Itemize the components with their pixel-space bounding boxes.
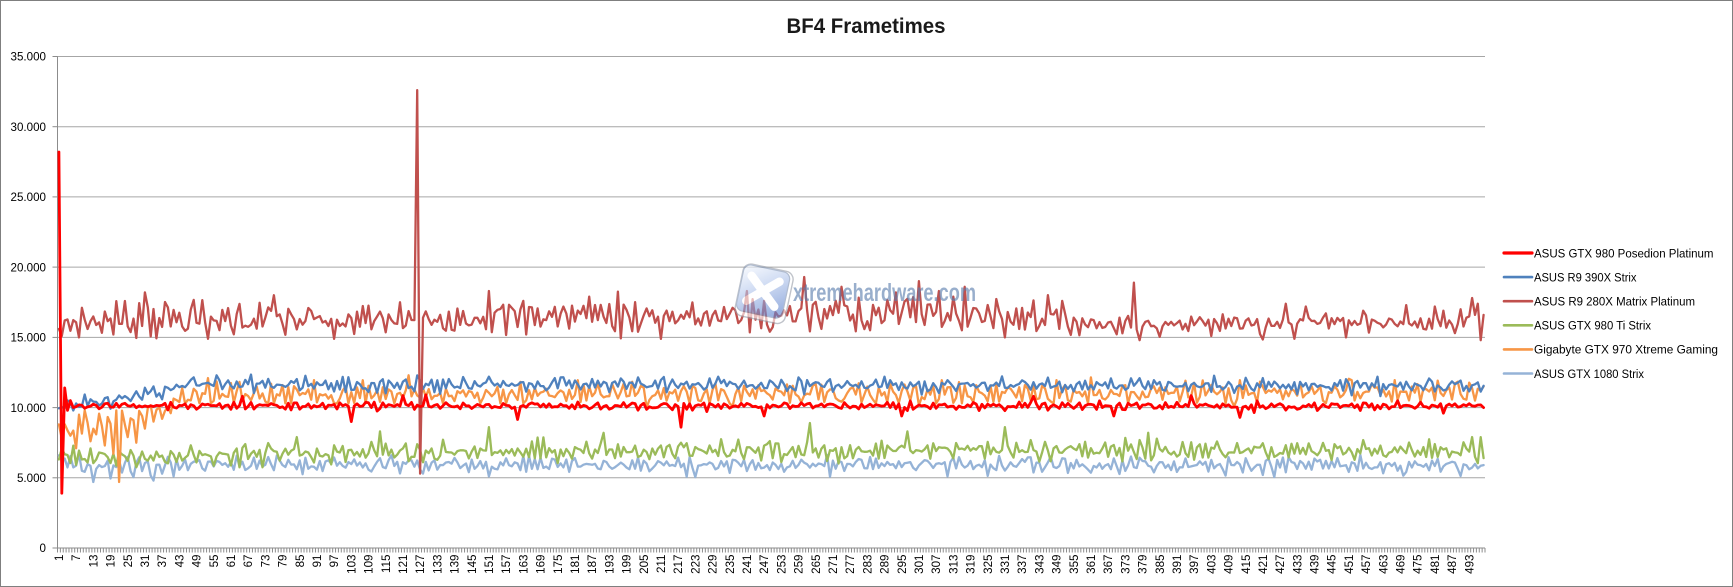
svg-text:469: 469 xyxy=(1395,555,1408,574)
svg-text:43: 43 xyxy=(173,555,186,568)
svg-text:Gigabyte GTX 970 Xtreme Gaming: Gigabyte GTX 970 Xtreme Gaming xyxy=(1534,343,1718,357)
svg-text:343: 343 xyxy=(1033,555,1046,574)
svg-text:10.000: 10.000 xyxy=(11,402,46,415)
svg-text:BF4 Frametimes: BF4 Frametimes xyxy=(787,14,946,38)
svg-text:439: 439 xyxy=(1309,555,1322,574)
svg-text:35.000: 35.000 xyxy=(11,51,46,64)
svg-text:361: 361 xyxy=(1085,555,1098,574)
svg-text:181: 181 xyxy=(569,555,582,574)
svg-text:451: 451 xyxy=(1343,555,1356,574)
svg-text:385: 385 xyxy=(1154,555,1167,574)
svg-text:85: 85 xyxy=(294,555,307,568)
svg-text:1: 1 xyxy=(53,555,66,561)
svg-text:409: 409 xyxy=(1223,555,1236,574)
svg-text:247: 247 xyxy=(758,555,771,574)
svg-text:271: 271 xyxy=(827,555,840,574)
svg-text:235: 235 xyxy=(724,555,737,574)
svg-text:xtremehardware.com: xtremehardware.com xyxy=(793,279,976,307)
svg-text:397: 397 xyxy=(1188,555,1201,574)
svg-text:157: 157 xyxy=(500,555,513,574)
svg-text:103: 103 xyxy=(345,555,358,574)
svg-text:133: 133 xyxy=(431,555,444,574)
svg-text:457: 457 xyxy=(1360,555,1373,574)
svg-text:67: 67 xyxy=(242,555,255,568)
svg-text:25.000: 25.000 xyxy=(11,191,46,204)
svg-text:421: 421 xyxy=(1257,555,1270,574)
svg-text:163: 163 xyxy=(517,555,530,574)
svg-text:ASUS R9 390X Strix: ASUS R9 390X Strix xyxy=(1534,270,1637,284)
svg-text:ASUS R9 280X Matrix Platinum: ASUS R9 280X Matrix Platinum xyxy=(1534,295,1695,309)
svg-text:445: 445 xyxy=(1326,555,1339,574)
svg-text:97: 97 xyxy=(328,555,341,568)
svg-text:20.000: 20.000 xyxy=(11,261,46,274)
svg-text:19: 19 xyxy=(105,555,118,568)
svg-text:319: 319 xyxy=(965,555,978,574)
svg-text:277: 277 xyxy=(844,555,857,574)
svg-text:211: 211 xyxy=(655,555,668,573)
svg-text:313: 313 xyxy=(947,555,960,574)
svg-text:301: 301 xyxy=(913,555,926,574)
svg-text:349: 349 xyxy=(1051,555,1064,574)
svg-text:109: 109 xyxy=(363,555,376,574)
svg-text:217: 217 xyxy=(672,555,685,574)
svg-text:307: 307 xyxy=(930,555,943,574)
svg-text:169: 169 xyxy=(535,555,548,574)
svg-text:355: 355 xyxy=(1068,555,1081,574)
svg-text:151: 151 xyxy=(483,555,496,574)
svg-text:415: 415 xyxy=(1240,555,1253,574)
svg-text:289: 289 xyxy=(879,555,892,574)
svg-text:259: 259 xyxy=(793,555,806,574)
svg-text:127: 127 xyxy=(414,555,427,574)
svg-text:ASUS GTX 980 Ti Strix: ASUS GTX 980 Ti Strix xyxy=(1534,319,1651,333)
svg-text:487: 487 xyxy=(1446,555,1459,574)
svg-text:30.000: 30.000 xyxy=(11,121,46,134)
svg-text:481: 481 xyxy=(1429,555,1442,574)
svg-text:139: 139 xyxy=(449,555,462,574)
svg-text:193: 193 xyxy=(603,555,616,574)
svg-text:325: 325 xyxy=(982,555,995,574)
svg-text:229: 229 xyxy=(707,555,720,574)
svg-text:241: 241 xyxy=(741,555,754,574)
svg-text:403: 403 xyxy=(1205,555,1218,574)
svg-text:73: 73 xyxy=(259,555,272,568)
svg-text:145: 145 xyxy=(466,555,479,574)
svg-text:223: 223 xyxy=(689,555,702,574)
svg-text:337: 337 xyxy=(1016,555,1029,574)
svg-text:13: 13 xyxy=(87,555,100,568)
svg-text:391: 391 xyxy=(1171,555,1184,574)
svg-text:427: 427 xyxy=(1274,555,1287,574)
svg-text:205: 205 xyxy=(638,555,651,574)
svg-text:0: 0 xyxy=(40,542,46,555)
svg-text:ASUS GTX 980 Posedion Platinum: ASUS GTX 980 Posedion Platinum xyxy=(1534,246,1714,260)
svg-text:379: 379 xyxy=(1137,555,1150,574)
svg-text:37: 37 xyxy=(156,555,169,568)
svg-text:367: 367 xyxy=(1102,555,1115,574)
svg-text:373: 373 xyxy=(1119,555,1132,574)
svg-text:15.000: 15.000 xyxy=(11,332,46,345)
svg-text:25: 25 xyxy=(122,555,135,568)
svg-text:283: 283 xyxy=(861,555,874,574)
svg-text:55: 55 xyxy=(208,555,221,568)
svg-text:199: 199 xyxy=(621,555,634,574)
svg-text:91: 91 xyxy=(311,555,324,568)
svg-text:433: 433 xyxy=(1291,555,1304,574)
svg-text:175: 175 xyxy=(552,555,565,574)
svg-text:463: 463 xyxy=(1377,555,1390,574)
svg-text:187: 187 xyxy=(586,555,599,574)
svg-text:49: 49 xyxy=(191,555,204,568)
svg-text:265: 265 xyxy=(810,555,823,574)
svg-text:295: 295 xyxy=(896,555,909,574)
svg-text:61: 61 xyxy=(225,555,238,568)
svg-text:5.000: 5.000 xyxy=(17,472,46,485)
svg-text:79: 79 xyxy=(277,555,290,568)
svg-text:31: 31 xyxy=(139,555,152,568)
svg-text:115: 115 xyxy=(380,555,393,573)
svg-text:7: 7 xyxy=(70,555,83,561)
svg-text:253: 253 xyxy=(775,555,788,574)
svg-text:493: 493 xyxy=(1463,555,1476,574)
svg-text:475: 475 xyxy=(1412,555,1425,574)
svg-text:121: 121 xyxy=(397,555,410,574)
svg-text:331: 331 xyxy=(999,555,1012,574)
svg-text:ASUS GTX 1080 Strix: ASUS GTX 1080 Strix xyxy=(1534,367,1644,381)
